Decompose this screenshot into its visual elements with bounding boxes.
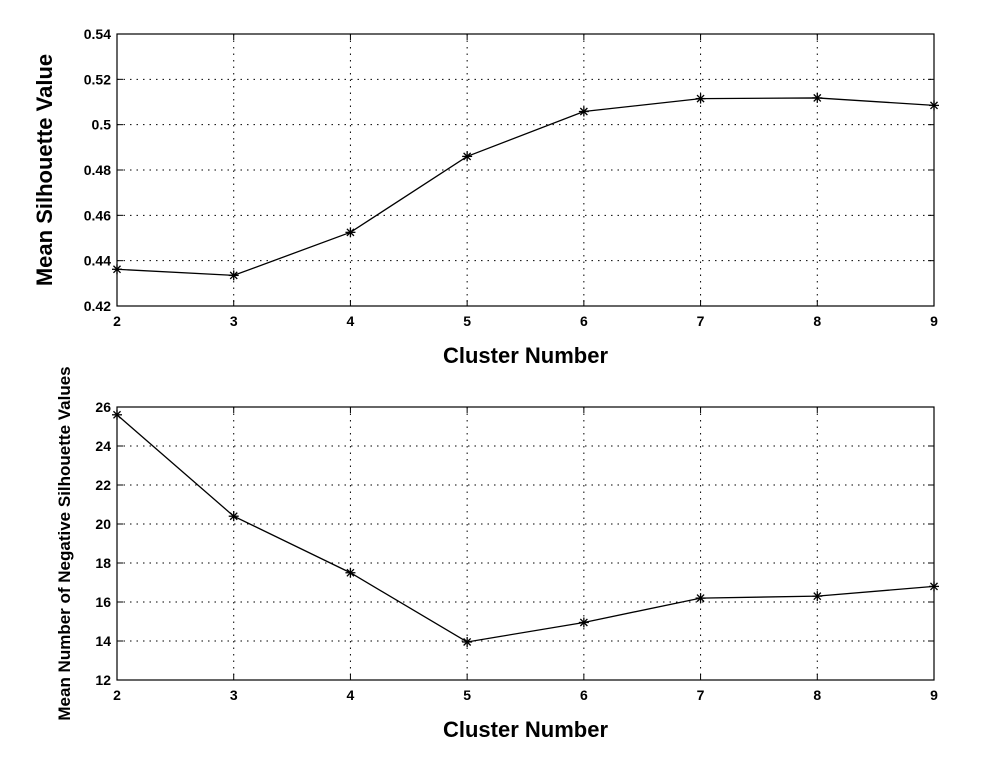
y-tick-label: 16 xyxy=(95,594,111,610)
data-point-marker xyxy=(345,567,356,578)
x-tick-label: 9 xyxy=(930,687,938,703)
data-point-marker xyxy=(228,270,239,281)
data-point-marker xyxy=(929,581,939,592)
series-line xyxy=(116,414,935,643)
y-tick-label: 0.46 xyxy=(84,207,111,223)
data-point-marker xyxy=(112,264,122,275)
x-tick-label: 6 xyxy=(580,687,588,703)
y-tick-label: 14 xyxy=(95,633,111,649)
data-point-marker xyxy=(228,511,239,522)
data-point-marker xyxy=(929,100,939,111)
data-point-marker xyxy=(462,151,473,162)
series-line xyxy=(116,97,935,277)
y-tick-label: 26 xyxy=(95,399,111,415)
x-tick-label: 2 xyxy=(113,313,121,329)
y-axis-title: Mean Number of Negative Silhouette Value… xyxy=(55,366,74,720)
x-tick-label: 5 xyxy=(463,313,471,329)
data-point-marker xyxy=(812,92,823,103)
y-tick-labels: 0.42 0.44 0.46 0.48 0.5 0.52 0.54 xyxy=(84,26,111,314)
data-point-marker xyxy=(112,409,122,420)
x-tick-labels: 2 3 4 5 6 7 8 9 xyxy=(113,313,938,329)
y-tick-label: 0.5 xyxy=(92,117,112,133)
x-axis-title: Cluster Number xyxy=(443,717,608,742)
y-tick-labels: 12 14 16 18 20 22 24 26 xyxy=(95,399,111,688)
data-point-marker xyxy=(345,227,356,238)
y-tick-label: 0.52 xyxy=(84,71,111,87)
x-tick-label: 9 xyxy=(930,313,938,329)
plot-frame xyxy=(116,406,935,681)
x-tick-label: 3 xyxy=(230,313,238,329)
grid-lines xyxy=(117,34,934,306)
x-tick-label: 2 xyxy=(113,687,121,703)
y-tick-label: 12 xyxy=(95,672,111,688)
x-tick-label: 4 xyxy=(347,687,355,703)
y-tick-label: 0.42 xyxy=(84,298,111,314)
data-points xyxy=(112,92,939,281)
x-tick-label: 8 xyxy=(813,687,821,703)
x-tick-label: 7 xyxy=(697,687,705,703)
tick-marks xyxy=(116,33,935,307)
x-tick-label: 5 xyxy=(463,687,471,703)
tick-marks xyxy=(116,406,935,681)
data-point-marker xyxy=(578,617,589,628)
plot-frame xyxy=(116,33,935,307)
x-tick-label: 3 xyxy=(230,687,238,703)
y-tick-label: 22 xyxy=(95,477,111,493)
data-point-marker xyxy=(695,593,706,604)
x-axis-title: Cluster Number xyxy=(443,343,608,368)
x-tick-label: 7 xyxy=(697,313,705,329)
y-tick-label: 24 xyxy=(95,438,111,454)
x-tick-label: 4 xyxy=(347,313,355,329)
data-point-marker xyxy=(812,591,823,602)
x-tick-labels: 2 3 4 5 6 7 8 9 xyxy=(113,687,938,703)
chart-negative-silhouette-count: 2 3 4 5 6 7 8 9 12 14 16 18 20 22 24 26 Cluster Number… xyxy=(55,366,939,742)
x-tick-label: 6 xyxy=(580,313,588,329)
x-tick-label: 8 xyxy=(813,313,821,329)
y-tick-label: 20 xyxy=(95,516,111,532)
data-point-marker xyxy=(695,93,706,104)
y-tick-label: 0.44 xyxy=(84,253,111,269)
data-point-marker xyxy=(578,106,589,117)
data-points xyxy=(112,409,939,647)
y-tick-label: 18 xyxy=(95,555,111,571)
y-tick-label: 0.48 xyxy=(84,162,111,178)
y-tick-label: 0.54 xyxy=(84,26,111,42)
chart-mean-silhouette: 2 3 4 5 6 7 8 9 0.42 0.44 0.46 0.48 0.5 0.52 0.54 Clu… xyxy=(32,26,939,368)
grid-lines xyxy=(117,407,934,680)
y-axis-title: Mean Silhouette Value xyxy=(32,54,57,286)
data-point-marker xyxy=(462,636,473,647)
